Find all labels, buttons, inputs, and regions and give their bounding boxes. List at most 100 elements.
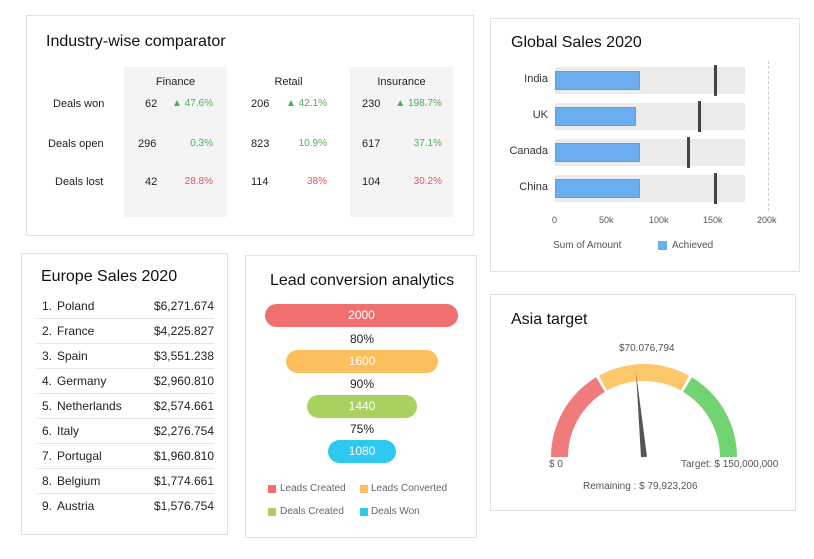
legend-swatch [268, 485, 276, 493]
table-row: 5. Netherlands $2,574.661 [37, 394, 214, 419]
row-country: Austria [57, 499, 95, 513]
gauge-segment-mid [598, 364, 690, 391]
bar-achieved[interactable] [555, 71, 640, 90]
cell-value: 114 [251, 176, 269, 188]
table-row: 8. Belgium $1,774.661 [37, 469, 214, 494]
funnel-stage-leads-converted: 1600 [286, 350, 438, 373]
achieved-value: $70.076,794 [619, 343, 675, 354]
row-label-deals-lost: Deals lost [55, 176, 104, 188]
cell-value: 42 [145, 176, 158, 188]
row-country: Germany [57, 374, 107, 388]
asia-target-card: Asia target $70.076,794 $ 0 Target: $ 15… [490, 294, 796, 511]
table-row: 2. France $4,225.827 [37, 319, 214, 344]
row-country: Spain [57, 349, 88, 363]
finance-column-bg [124, 67, 227, 217]
cell-percent: 38% [306, 176, 327, 187]
row-value: $4,225.827 [153, 324, 214, 338]
gauge-segment-high [683, 377, 737, 457]
row-rank: 3. [42, 349, 53, 363]
gridline-200k [768, 61, 769, 211]
row-label-deals-won: Deals won [53, 98, 105, 110]
bar-target-marker [687, 137, 690, 168]
row-country: Belgium [57, 474, 101, 488]
table-row: 4. Germany $2,960.810 [37, 369, 214, 394]
row-rank: 4. [42, 374, 53, 388]
bar-target-marker [698, 101, 701, 132]
europe-title: Europe Sales 2020 [41, 268, 178, 285]
bar-label-china: China [519, 181, 548, 193]
cell-percent: 30.2% [413, 176, 442, 187]
legend-swatch [360, 508, 368, 516]
industry-comparator-card: Industry-wise comparator Finance Retail … [26, 15, 474, 236]
column-header-retail: Retail [274, 76, 303, 88]
cell-percent: ▲ 198.7% [395, 98, 442, 109]
column-header-finance: Finance [155, 76, 196, 88]
table-row: 9. Austria $1,576.754 [37, 494, 214, 519]
conversion-rate: 90% [349, 377, 375, 391]
cell-percent: 0.3% [190, 138, 213, 149]
row-rank: 2. [42, 324, 53, 338]
tick-label: 200k [757, 215, 777, 225]
gauge-target-label: Target: $ 150,000,000 [681, 459, 779, 470]
row-country: Poland [57, 299, 95, 313]
legend-achieved: Achieved [672, 240, 714, 251]
tick-label: 0 [552, 215, 558, 225]
cell-value: 823 [251, 138, 270, 150]
cell-value: 296 [138, 138, 157, 150]
insurance-column-bg [350, 67, 453, 217]
cell-percent: ▲ 42.1% [285, 98, 327, 109]
tick-label: 50k [599, 215, 614, 225]
global-sales-card: Global Sales 2020 India UK Canada China 0 5… [490, 18, 800, 272]
bar-target-marker [714, 173, 717, 204]
row-value: $1,960.810 [153, 449, 214, 463]
lead-title: Lead conversion analytics [270, 272, 455, 289]
funnel-stage-deals-won: 1080 [328, 440, 396, 463]
row-value: $6,271.674 [153, 299, 214, 313]
legend-achieved-swatch [658, 241, 667, 250]
remaining-value: Remaining : $ 79,923,206 [583, 481, 698, 492]
row-rank: 7. [42, 449, 53, 463]
conversion-rate: 80% [349, 332, 375, 346]
legend-leads-converted: Leads Converted [371, 483, 448, 494]
cell-value: 617 [362, 138, 381, 150]
legend-swatch [360, 485, 368, 493]
bar-achieved[interactable] [555, 179, 640, 198]
row-label-deals-open: Deals open [48, 138, 104, 150]
tick-label: 100k [649, 215, 669, 225]
row-value: $2,960.810 [153, 374, 214, 388]
global-title: Global Sales 2020 [511, 34, 642, 51]
legend-leads-created: Leads Created [280, 483, 346, 494]
bar-label-india: India [524, 73, 548, 85]
cell-percent: 37.1% [413, 138, 442, 149]
cell-percent: ▲ 47.6% [171, 98, 213, 109]
lead-conversion-card: Lead conversion analytics 2000 80% 1600 … [245, 255, 477, 538]
row-country: Portugal [57, 449, 102, 463]
gauge-needle [636, 372, 647, 458]
funnel-stage-leads-created: 2000 [265, 304, 458, 327]
gauge-segment-low [551, 377, 605, 457]
cell-value: 206 [251, 98, 270, 110]
row-rank: 8. [42, 474, 53, 488]
row-rank: 6. [42, 424, 53, 438]
cell-percent: 28.8% [184, 176, 213, 187]
bar-label-uk: UK [532, 109, 548, 121]
cell-percent: 10.9% [298, 138, 327, 149]
row-rank: 1. [42, 299, 53, 313]
gauge-min-label: $ 0 [549, 459, 563, 470]
bar-achieved[interactable] [555, 107, 636, 126]
row-value: $2,574.661 [153, 399, 214, 413]
row-country: Netherlands [57, 399, 122, 413]
cell-value: 62 [145, 98, 158, 110]
conversion-rate: 75% [349, 422, 375, 436]
row-value: $1,774.661 [153, 474, 214, 488]
row-country: Italy [57, 424, 80, 438]
bar-achieved[interactable] [555, 143, 640, 162]
row-rank: 9. [42, 499, 53, 513]
row-rank: 5. [42, 399, 53, 413]
column-header-insurance: Insurance [377, 76, 426, 88]
legend-deals-won: Deals Won [371, 506, 420, 517]
bar-target-marker [714, 65, 717, 96]
industry-title: Industry-wise comparator [46, 33, 226, 50]
tick-label: 150k [703, 215, 723, 225]
legend-sum-of-amount: Sum of Amount [553, 240, 622, 251]
